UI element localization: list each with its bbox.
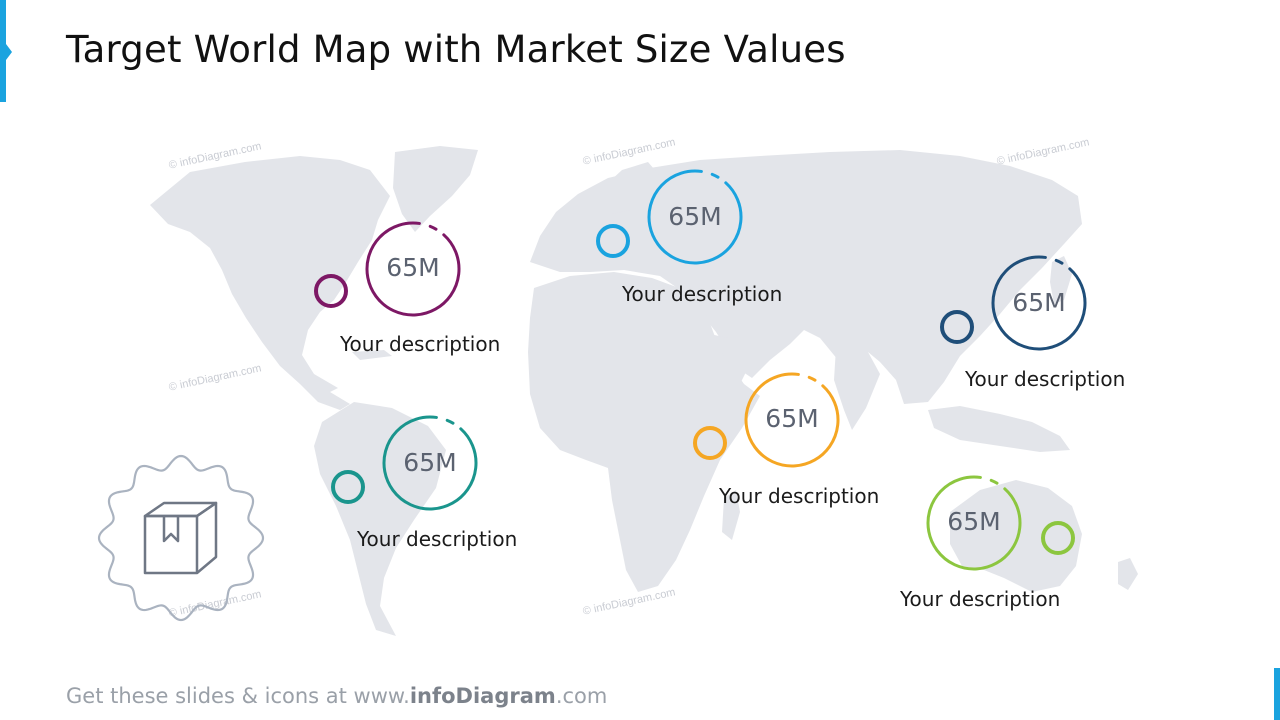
accent-notch [6,44,12,60]
footer-promo: Get these slides & icons at www.infoDiag… [66,684,607,708]
value-ring-australia [926,475,1022,571]
market-value-australia: 65M [947,507,1001,536]
land-scandinavia [596,162,660,214]
location-marker-north-america [314,274,348,308]
land-africa [528,272,760,592]
land-caribbean [352,350,392,360]
badge-outline [97,454,265,622]
corner-accent-bar [1274,668,1280,720]
land-south-america [314,402,446,636]
footer-prefix: Get these slides & icons at www. [66,684,410,708]
accent-bar [0,0,6,102]
value-ring-europe [647,169,743,265]
description-australia: Your description [900,587,1061,611]
market-value-north-america: 65M [386,253,440,282]
location-marker-south-america [331,470,365,504]
description-east-asia: Your description [965,367,1126,391]
land-north-america [150,156,390,396]
page-title: Target World Map with Market Size Values [66,28,846,71]
land-madagascar [722,490,740,540]
land-australia [950,480,1082,592]
value-ring-south-america [382,415,478,511]
location-marker-east-asia [940,310,974,344]
location-marker-australia [1041,521,1075,555]
land-uk [572,192,592,226]
footer-suffix: .com [555,684,608,708]
land-eurasia [530,150,1082,404]
value-ring-north-america [365,221,461,317]
market-value-east-africa: 65M [765,404,819,433]
scalloped-badge [97,454,265,622]
package-box-icon [143,501,218,575]
land-new-zealand [1118,558,1138,590]
land-japan [1050,256,1072,304]
location-marker-europe [596,224,630,258]
location-marker-east-africa [693,426,727,460]
description-south-america: Your description [357,527,518,551]
value-ring-east-asia [991,255,1087,351]
land-central-america [300,384,350,410]
footer-brand[interactable]: infoDiagram [409,684,556,708]
description-europe: Your description [622,282,783,306]
land-southeast-asia [928,406,1070,452]
market-value-south-america: 65M [403,448,457,477]
market-value-east-asia: 65M [1012,288,1066,317]
land-greenland [393,146,478,232]
description-north-america: Your description [340,332,501,356]
description-east-africa: Your description [719,484,880,508]
market-value-europe: 65M [668,202,722,231]
value-ring-east-africa [744,372,840,468]
land-india [834,348,880,430]
